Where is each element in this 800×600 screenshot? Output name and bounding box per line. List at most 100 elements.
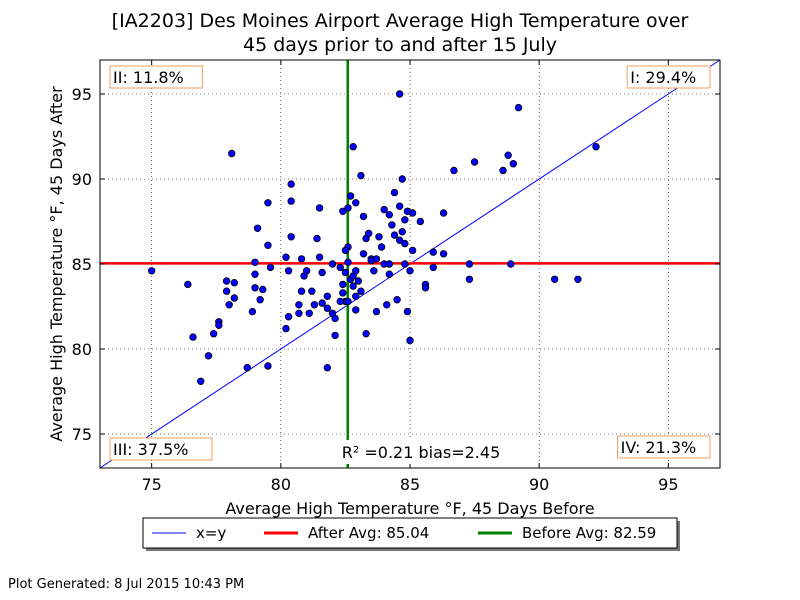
data-point	[359, 250, 368, 258]
x-tick-label: 90	[529, 475, 549, 494]
data-point	[282, 324, 290, 333]
data-point	[499, 166, 507, 175]
data-point	[297, 255, 306, 263]
plot-frame	[99, 59, 721, 469]
data-point	[406, 336, 414, 345]
data-point	[349, 282, 357, 290]
data-point	[184, 280, 192, 289]
data-point	[230, 279, 239, 287]
data-point	[147, 267, 156, 275]
data-point	[259, 285, 267, 294]
data-point	[282, 253, 290, 261]
data-point	[344, 258, 352, 266]
data-point	[251, 258, 259, 266]
data-point	[331, 331, 339, 340]
data-point	[339, 280, 347, 289]
data-point	[354, 277, 363, 285]
data-point	[248, 307, 257, 316]
data-point	[215, 321, 223, 329]
data-point	[388, 221, 396, 229]
stats-text: R² =0.21 bias=2.45	[342, 443, 501, 462]
data-point	[390, 231, 399, 239]
quadrant-iii-label-box	[109, 437, 213, 461]
data-point	[189, 333, 197, 341]
y-tick-label: 75	[72, 425, 92, 444]
plot-generated-footer: Plot Generated: 8 Jul 2015 10:43 PM	[8, 577, 245, 592]
data-point	[450, 166, 458, 175]
data-point	[315, 204, 324, 212]
data-point	[395, 236, 404, 244]
data-point	[315, 253, 324, 261]
data-point	[439, 250, 448, 258]
data-point	[264, 199, 272, 207]
data-point	[339, 289, 347, 297]
data-point	[323, 292, 332, 300]
data-point	[375, 233, 383, 241]
data-point	[313, 234, 321, 243]
quadrant-iv-label-box	[617, 435, 711, 459]
data-point	[395, 202, 404, 210]
data-point	[352, 306, 360, 314]
data-point	[421, 284, 430, 292]
quadrant-ii-label-box	[109, 65, 203, 89]
quadrant-i-label-box	[626, 65, 711, 89]
data-point	[377, 243, 386, 251]
legend-label-before: Before Avg: 82.59	[522, 524, 656, 542]
data-point	[228, 149, 236, 158]
data-point	[318, 299, 326, 307]
data-point	[331, 314, 339, 323]
data-point	[341, 268, 350, 277]
data-point	[328, 260, 337, 268]
y-tick-label: 80	[72, 340, 92, 359]
legend: x=y After Avg: 85.04 Before Avg: 82.59	[142, 517, 680, 551]
x-tick-label: 85	[400, 475, 420, 494]
data-point	[349, 142, 357, 151]
y-axis-label: Average High Temperature °F, 45 Days Aft…	[47, 86, 66, 442]
x-tick-label: 95	[658, 475, 678, 494]
quadrant-iv-label: IV: 21.3%	[621, 438, 697, 457]
data-point	[284, 267, 293, 275]
legend-box	[142, 517, 678, 549]
y-tick-label: 90	[72, 170, 92, 189]
data-point	[514, 103, 523, 112]
data-point	[359, 212, 368, 221]
data-point	[336, 297, 344, 306]
data-point	[352, 292, 360, 300]
data-point	[344, 204, 352, 212]
data-point	[385, 260, 394, 268]
data-point	[403, 307, 412, 316]
data-point	[310, 301, 319, 309]
data-point	[383, 301, 391, 309]
data-point	[401, 260, 409, 268]
data-point	[222, 287, 231, 295]
data-point	[592, 142, 600, 151]
data-point	[297, 287, 306, 295]
data-point	[429, 263, 437, 272]
data-point	[225, 301, 233, 309]
data-point	[264, 362, 272, 370]
data-point	[209, 330, 218, 338]
data-point	[401, 216, 409, 224]
data-point	[253, 224, 262, 232]
data-point	[509, 159, 518, 168]
data-point	[395, 90, 404, 98]
data-point	[204, 352, 213, 360]
data-point	[393, 296, 401, 304]
data-point	[243, 364, 251, 372]
chart-title-line-2: 45 days prior to and after 15 July	[242, 34, 557, 56]
y-tick-label: 95	[72, 85, 92, 104]
data-point	[323, 304, 332, 312]
data-point	[439, 209, 448, 217]
data-point	[504, 151, 512, 159]
legend-label-after: After Avg: 85.04	[308, 524, 429, 542]
data-point	[372, 255, 381, 263]
x-tick-label: 80	[271, 475, 291, 494]
quadrant-iii-label: III: 37.5%	[113, 440, 188, 459]
data-point	[390, 188, 399, 197]
data-point	[295, 301, 303, 309]
data-point	[287, 180, 295, 188]
data-point	[357, 171, 365, 180]
data-point	[305, 309, 313, 317]
data-point	[372, 307, 381, 316]
